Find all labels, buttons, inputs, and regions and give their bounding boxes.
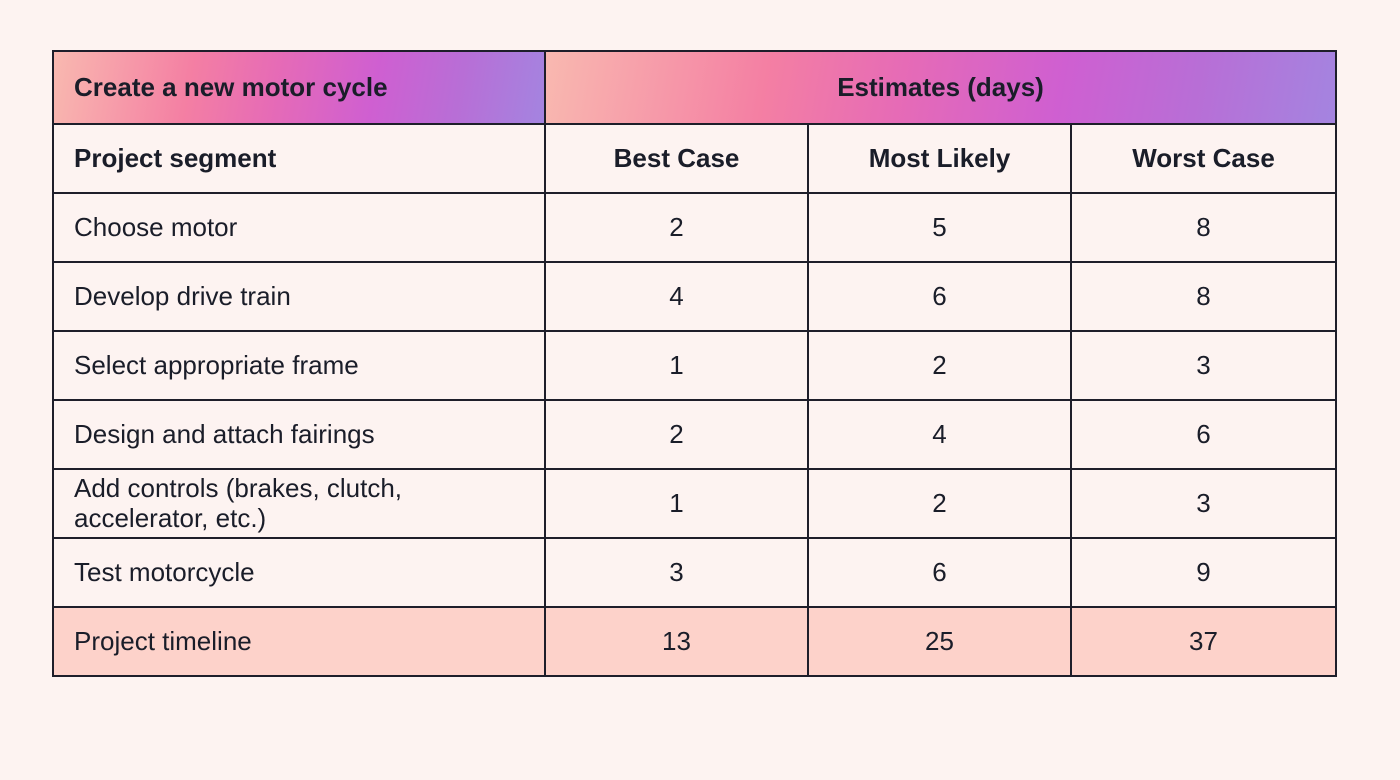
total-row: Project timeline 13 25 37 (52, 606, 1338, 677)
column-header-best-case: Best Case (544, 123, 809, 194)
table-row: Choose motor 2 5 8 (52, 192, 1338, 263)
most-likely-cell: 2 (807, 330, 1072, 401)
best-case-cell: 2 (544, 192, 809, 263)
most-likely-cell: 6 (807, 261, 1072, 332)
segment-cell: Choose motor (52, 192, 546, 263)
worst-case-cell: 3 (1069, 468, 1338, 539)
segment-cell: Design and attach fairings (52, 399, 546, 470)
total-worst-case-cell: 37 (1069, 606, 1338, 677)
estimates-table-container: Create a new motor cycle Estimates (days… (52, 50, 1338, 677)
segment-cell: Test motorcycle (52, 537, 546, 608)
column-header-segment: Project segment (52, 123, 546, 194)
table-row: Add controls (brakes, clutch, accelerato… (52, 468, 1338, 539)
column-header-worst-case: Worst Case (1069, 123, 1338, 194)
most-likely-cell: 6 (807, 537, 1072, 608)
best-case-cell: 3 (544, 537, 809, 608)
total-label-cell: Project timeline (52, 606, 546, 677)
best-case-cell: 4 (544, 261, 809, 332)
table-row: Develop drive train 4 6 8 (52, 261, 1338, 332)
total-best-case-cell: 13 (544, 606, 809, 677)
table-row: Design and attach fairings 2 4 6 (52, 399, 1338, 470)
best-case-cell: 1 (544, 330, 809, 401)
best-case-cell: 1 (544, 468, 809, 539)
segment-cell: Select appropriate frame (52, 330, 546, 401)
segment-cell: Develop drive train (52, 261, 546, 332)
worst-case-cell: 9 (1069, 537, 1338, 608)
most-likely-cell: 5 (807, 192, 1072, 263)
table-title-row: Create a new motor cycle Estimates (days… (52, 50, 1338, 125)
estimates-table: Create a new motor cycle Estimates (days… (52, 50, 1338, 677)
column-header-row: Project segment Best Case Most Likely Wo… (52, 123, 1338, 194)
segment-label: Add controls (brakes, clutch, accelerato… (74, 473, 403, 533)
total-most-likely-cell: 25 (807, 606, 1072, 677)
best-case-cell: 2 (544, 399, 809, 470)
segment-cell: Add controls (brakes, clutch, accelerato… (52, 468, 546, 539)
worst-case-cell: 3 (1069, 330, 1338, 401)
most-likely-cell: 2 (807, 468, 1072, 539)
table-row: Select appropriate frame 1 2 3 (52, 330, 1338, 401)
table-title: Create a new motor cycle (52, 50, 546, 125)
most-likely-cell: 4 (807, 399, 1072, 470)
table-row: Test motorcycle 3 6 9 (52, 537, 1338, 608)
estimates-header: Estimates (days) (543, 50, 1338, 125)
worst-case-cell: 6 (1069, 399, 1338, 470)
column-header-most-likely: Most Likely (807, 123, 1072, 194)
worst-case-cell: 8 (1069, 192, 1338, 263)
worst-case-cell: 8 (1069, 261, 1338, 332)
